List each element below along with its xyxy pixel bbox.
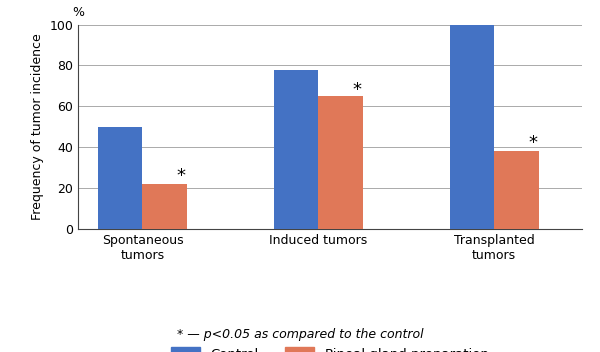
Y-axis label: Frequency of tumor incidence: Frequency of tumor incidence (31, 33, 44, 220)
Text: *: * (352, 81, 361, 99)
Bar (494, 151, 539, 229)
Bar (318, 96, 363, 229)
Bar (142, 184, 187, 229)
Bar (274, 70, 318, 229)
Text: %: % (72, 6, 84, 19)
Bar (98, 127, 142, 229)
Text: *: * (528, 134, 537, 152)
Text: *: * (176, 167, 185, 185)
Bar (449, 25, 494, 229)
Legend: Control, Pineal gland preparation: Control, Pineal gland preparation (166, 341, 494, 352)
Text: * — p<0.05 as compared to the control: * — p<0.05 as compared to the control (176, 328, 424, 341)
